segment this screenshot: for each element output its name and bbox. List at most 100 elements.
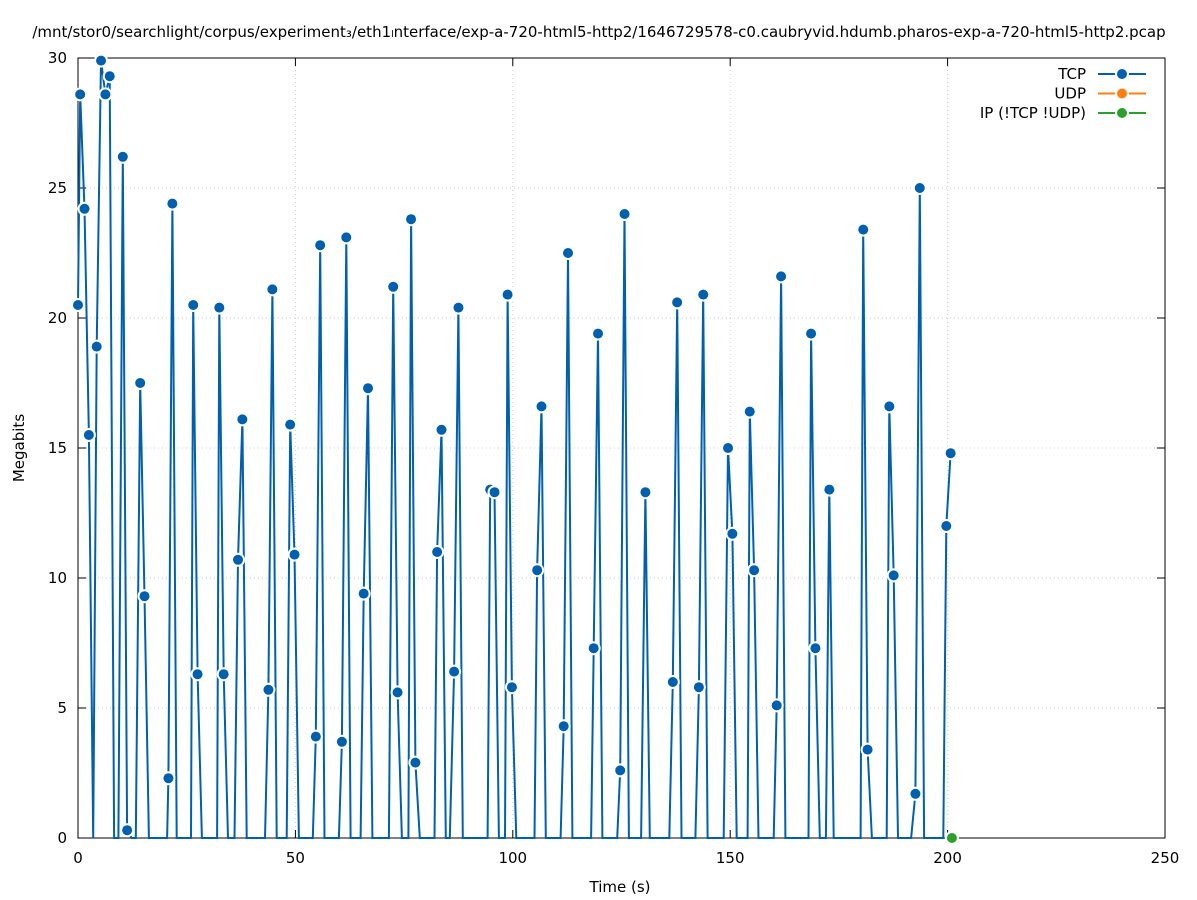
data-point-tcp: [693, 682, 704, 693]
data-point-tcp: [588, 643, 599, 654]
legend-label-tcp: TCP: [1057, 65, 1086, 83]
y-tick-label: 20: [48, 309, 67, 327]
data-point-tcp: [73, 300, 83, 310]
y-tick-label: 25: [48, 179, 67, 197]
data-point-tcp: [824, 484, 835, 495]
data-point-tcp: [536, 401, 547, 412]
y-axis-label: Megabits: [10, 414, 28, 482]
data-point-tcp: [285, 419, 296, 430]
data-point-tcp: [122, 825, 133, 836]
series-layer: [71, 53, 959, 845]
data-point-tcp: [619, 209, 630, 219]
data-point-tcp: [315, 240, 326, 251]
legend-marker-udp: [1117, 88, 1127, 99]
data-point-tcp: [432, 547, 443, 557]
data-point-tcp: [83, 430, 94, 440]
axis-layer: 0 50 100 150 200 250 0 5 10 15 20 25 30: [48, 49, 1179, 867]
data-point-tcp: [453, 302, 464, 313]
data-point-tcp: [163, 773, 174, 784]
data-point-tcp: [237, 414, 248, 425]
data-point-tcp: [727, 528, 738, 539]
data-point-tcp: [593, 328, 604, 339]
data-point-tcp: [810, 643, 821, 654]
data-point-tcp: [388, 281, 399, 292]
data-point-tcp: [214, 302, 225, 313]
y-tick-label: 30: [48, 49, 67, 67]
data-point-tcp: [188, 300, 199, 310]
data-point-tcp: [749, 565, 760, 576]
data-point-tcp: [263, 684, 274, 695]
data-point-tcp: [489, 487, 500, 498]
data-point-tcp: [117, 151, 128, 162]
data-point-tcp: [135, 378, 146, 388]
data-point-tcp: [100, 89, 111, 100]
y-tick-label: 15: [48, 439, 67, 457]
data-point-tcp: [96, 55, 107, 66]
data-point-tcp: [858, 224, 869, 235]
data-point-tcp: [358, 588, 369, 599]
data-point-tcp: [672, 297, 683, 308]
data-point-tcp: [698, 289, 709, 300]
data-point-tcp: [806, 328, 817, 339]
x-tick-label: 150: [716, 849, 745, 867]
data-point-tcp: [532, 565, 543, 576]
x-tick-label: 200: [933, 849, 962, 867]
data-point-tcp: [640, 487, 651, 498]
data-point-tcp: [310, 731, 321, 742]
data-point-tcp: [776, 271, 787, 282]
x-axis-label: Time (s): [589, 878, 651, 896]
data-point-tcp: [723, 443, 734, 453]
data-point-tcp: [406, 214, 417, 225]
data-point-tcp: [139, 591, 150, 602]
y-tick-label: 5: [57, 699, 67, 717]
data-point-tcp: [914, 183, 925, 193]
data-point-tcp: [941, 521, 952, 531]
data-point-tcp: [289, 549, 300, 560]
x-tick-label: 50: [286, 849, 305, 867]
data-point-tcp: [267, 284, 278, 295]
y-tick-label: 0: [57, 829, 67, 847]
data-point-tcp: [167, 198, 178, 209]
legend-label-udp: UDP: [1054, 85, 1086, 103]
data-point-tcp: [771, 700, 782, 711]
data-point-tcp: [502, 289, 513, 300]
data-point-tcp: [945, 448, 956, 459]
data-point-ip-tcp-udp: [946, 833, 957, 843]
x-tick-label: 100: [498, 849, 527, 867]
legend-marker-ip-tcp-udp: [1117, 108, 1127, 118]
data-point-tcp: [75, 89, 86, 100]
data-point-tcp: [410, 757, 421, 768]
x-tick-label: 250: [1151, 849, 1180, 867]
data-point-tcp: [341, 232, 352, 243]
data-point-tcp: [862, 744, 873, 755]
data-point-tcp: [910, 788, 921, 799]
data-point-tcp: [104, 71, 115, 82]
x-tick-label: 0: [73, 849, 83, 867]
data-point-tcp: [667, 677, 678, 687]
data-point-tcp: [744, 406, 755, 417]
data-point-tcp: [233, 554, 244, 565]
data-point-tcp: [192, 669, 203, 680]
legend-marker-tcp: [1117, 69, 1127, 79]
data-point-tcp: [436, 424, 447, 435]
data-point-tcp: [79, 203, 90, 214]
data-point-tcp: [218, 669, 229, 680]
data-point-tcp: [888, 570, 899, 581]
series-line-tcp: [77, 60, 952, 839]
data-point-tcp: [884, 401, 895, 412]
data-point-tcp: [563, 248, 574, 258]
data-point-tcp: [91, 341, 102, 352]
data-point-tcp: [506, 682, 517, 693]
legend-label-ip-tcp-udp: IP (!TCP !UDP): [980, 104, 1086, 122]
data-point-tcp: [363, 383, 374, 394]
data-point-tcp: [558, 721, 569, 732]
chart-title: /mnt/stor0/searchlight/corpus/experiment…: [32, 23, 1165, 41]
y-tick-label: 10: [48, 569, 67, 587]
data-point-tcp: [449, 666, 460, 677]
data-point-tcp: [392, 687, 403, 698]
data-point-tcp: [615, 765, 626, 776]
data-point-tcp: [336, 736, 347, 747]
